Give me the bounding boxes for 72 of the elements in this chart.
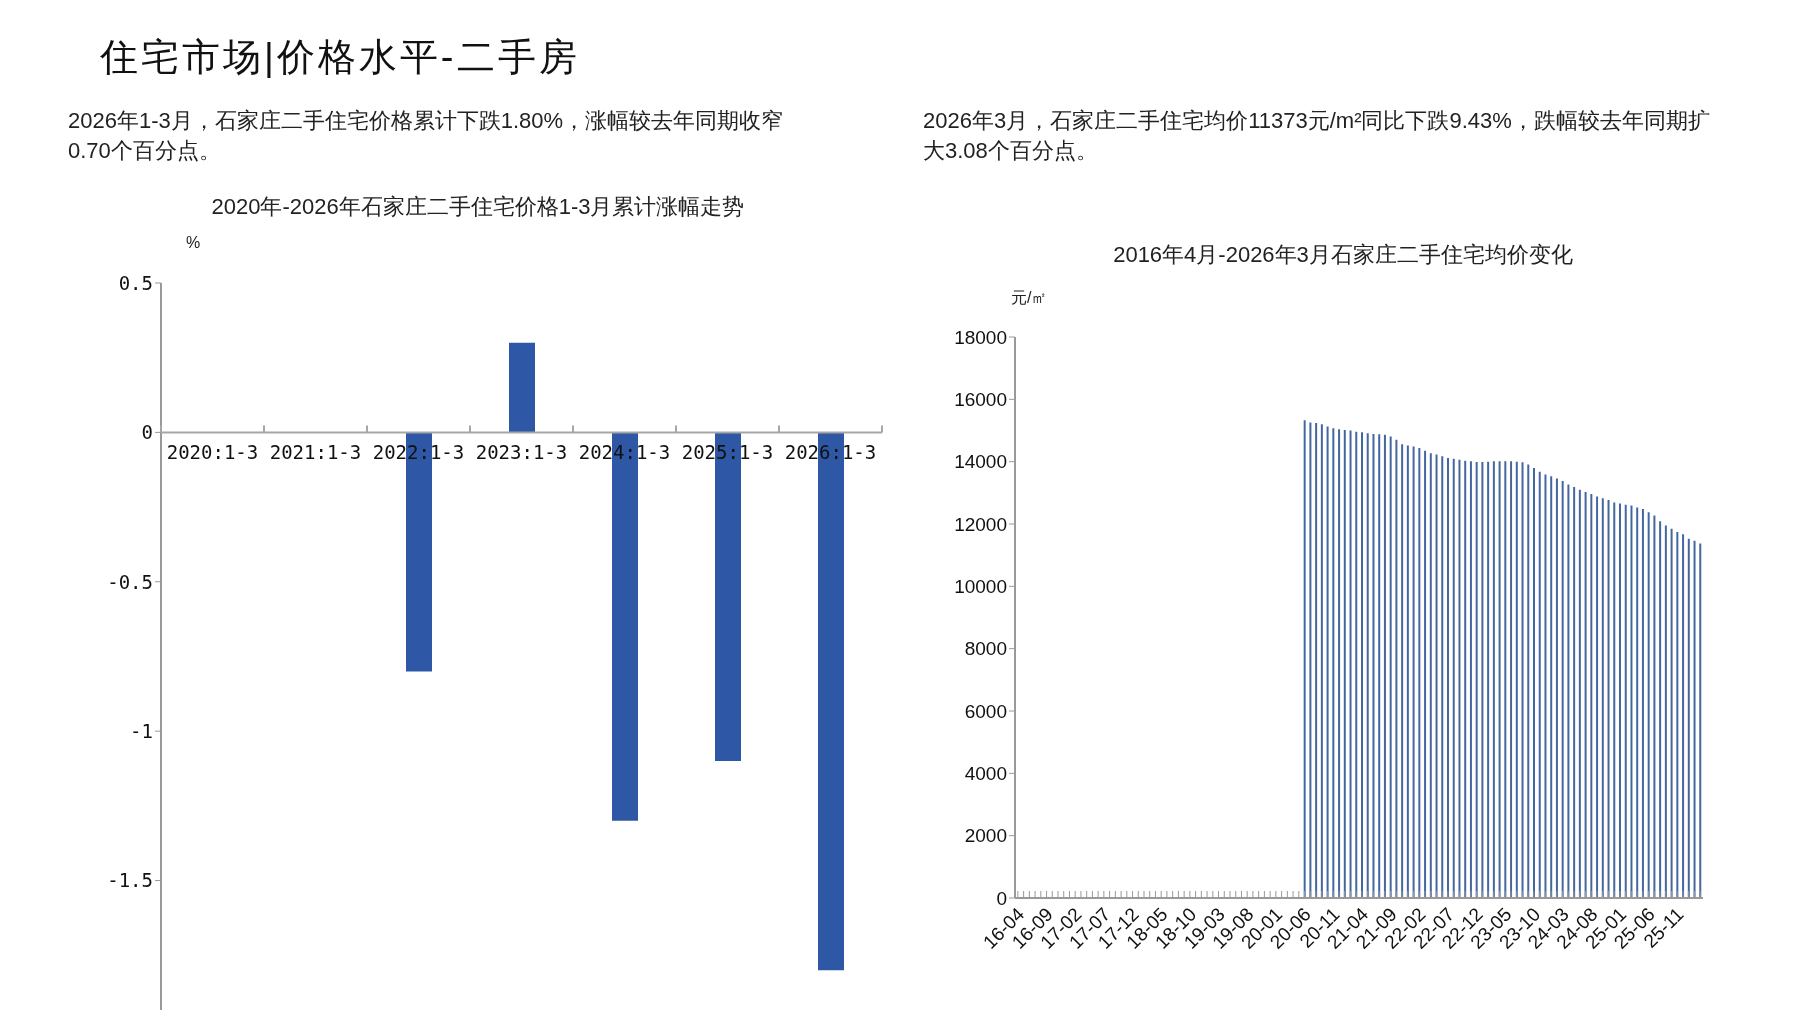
bar <box>1538 471 1541 898</box>
y-tick-label: 10000 <box>954 576 1007 598</box>
bar <box>1590 494 1593 898</box>
x-tick-label: 2023:1-3 <box>475 441 568 464</box>
y-axis-title: % <box>186 234 201 252</box>
bar <box>1641 509 1644 898</box>
y-tick-label: -0.5 <box>107 570 153 593</box>
x-tick-label: 2021:1-3 <box>269 441 362 464</box>
bar <box>1492 461 1495 898</box>
y-tick-label: 18000 <box>954 326 1007 348</box>
bar <box>1366 433 1369 898</box>
chart-title: 2016年4月-2026年3月石家庄二手住宅均价变化 <box>1112 241 1574 269</box>
bar <box>1481 461 1484 898</box>
bar <box>1343 429 1346 898</box>
bar <box>1303 420 1306 898</box>
bar <box>1469 461 1472 898</box>
bar <box>1435 454 1438 898</box>
y-tick-label: 0.5 <box>118 271 153 294</box>
bar <box>1372 433 1375 898</box>
y-tick-label: -1 <box>130 719 153 742</box>
bar <box>1429 453 1432 898</box>
bar <box>1458 459 1461 898</box>
chart-title: 2020年-2026年石家庄二手住宅价格1-3月累计涨幅走势 <box>210 193 746 221</box>
y-tick-label: 8000 <box>964 638 1007 660</box>
bar <box>1544 474 1547 898</box>
bar <box>1555 478 1558 898</box>
y-tick-label: 4000 <box>964 763 1007 785</box>
chart-subtitle: 2026年3月，石家庄二手住宅均价11373元/m²同比下跌9.43%，跌幅较去年同期扩大3.08个百分点。 <box>923 107 1711 165</box>
bar <box>1567 484 1570 898</box>
bar <box>1515 461 1518 898</box>
bar <box>1693 540 1696 898</box>
bar <box>1498 461 1501 898</box>
y-tick-label: 0 <box>141 421 153 444</box>
bar <box>1309 422 1312 898</box>
bar <box>1389 436 1392 898</box>
bar <box>1687 538 1690 898</box>
bar <box>1521 462 1524 898</box>
y-tick-label: 14000 <box>954 451 1007 473</box>
bar <box>1332 428 1335 898</box>
bar <box>1630 505 1633 898</box>
bar <box>1647 512 1650 898</box>
chart-subtitle: 2026年1-3月，石家庄二手住宅价格累计下跌1.80%，涨幅较去年同期收窄0.70个百分点。 <box>68 107 785 165</box>
x-tick-label: 2020:1-3 <box>166 441 259 464</box>
bar <box>1664 525 1667 898</box>
bar <box>1349 430 1352 898</box>
bar <box>1326 426 1329 898</box>
bar <box>1624 504 1627 898</box>
y-axis-title: 元/㎡ <box>1011 288 1048 308</box>
bar <box>1578 489 1581 898</box>
y-tick-label: 12000 <box>954 513 1007 535</box>
bar <box>1561 480 1564 898</box>
text: 住宅市场|价格水平-二手房 <box>100 35 580 80</box>
bar <box>1475 461 1478 898</box>
bar <box>1584 491 1587 898</box>
bar <box>1383 434 1386 898</box>
bar <box>1607 500 1610 898</box>
bar <box>1412 446 1415 898</box>
bar <box>1452 458 1455 898</box>
bar <box>1504 461 1507 898</box>
bar <box>1418 447 1421 898</box>
bar <box>1601 498 1604 898</box>
y-tick-label: 16000 <box>954 389 1007 411</box>
y-tick-label: 2000 <box>964 825 1007 847</box>
y-tick-label: -1.5 <box>107 869 153 892</box>
bar <box>1670 528 1673 898</box>
bar <box>1676 532 1679 898</box>
bar <box>1395 439 1398 898</box>
bar <box>1653 515 1656 898</box>
y-tick-label: 6000 <box>964 700 1007 722</box>
y-tick-label: 0 <box>996 887 1007 909</box>
bar <box>1406 445 1409 898</box>
bar <box>1320 424 1323 898</box>
